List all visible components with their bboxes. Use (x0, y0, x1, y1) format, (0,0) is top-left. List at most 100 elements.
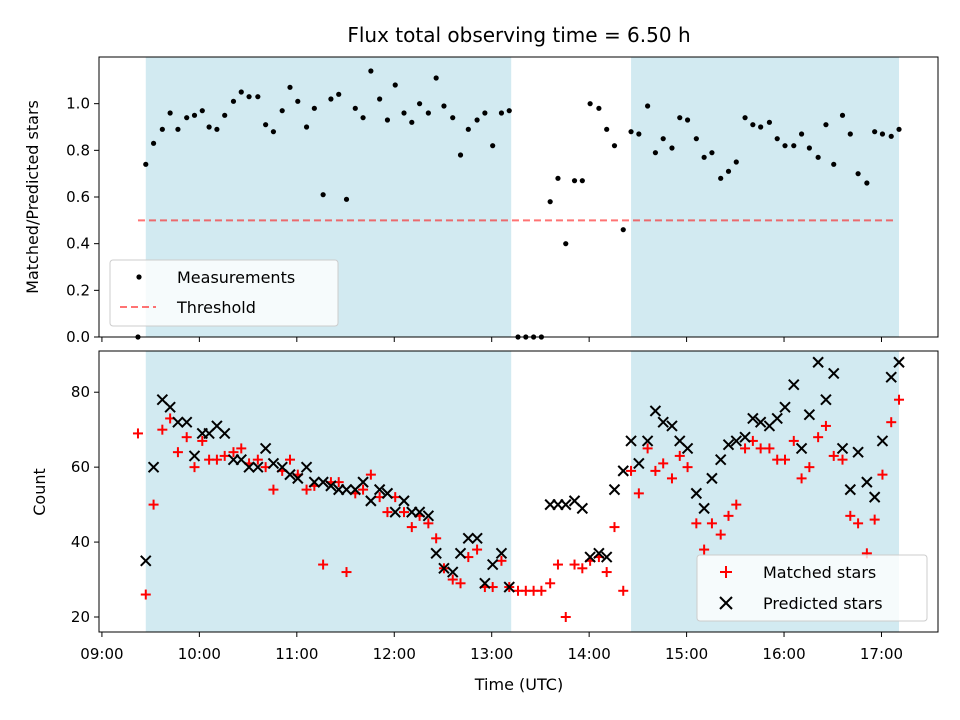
predicted-star-point (430, 547, 442, 560)
predicted-star-point (252, 461, 264, 473)
measurement-point (498, 110, 505, 116)
measurement-point (175, 126, 181, 132)
matched-star-point (382, 507, 393, 518)
predicted-star-point (180, 416, 193, 428)
predicted-star-point (243, 461, 255, 473)
predicted-star-point (422, 510, 435, 522)
matched-star-point (618, 585, 629, 596)
measurement-point (506, 108, 512, 114)
top-y-ticks: 0.0 0.2 0.4 0.6 0.8 1.0 (66, 95, 99, 346)
legend-measurements-label: Measurements (177, 268, 295, 287)
predicted-star-point (803, 408, 816, 421)
matched-star-point (455, 578, 466, 589)
matched-star-point (715, 529, 726, 540)
y-tick-label: 20 (71, 608, 90, 626)
measurement-point (433, 75, 439, 81)
measurement-point (742, 115, 748, 121)
matched-star-point (731, 499, 742, 510)
predicted-star-point (795, 442, 808, 455)
predicted-star-point (560, 498, 572, 511)
x-tick-label: 14:00 (568, 645, 611, 663)
matched-star-point (813, 432, 824, 443)
matched-star-point (132, 428, 143, 439)
measurement-point (766, 119, 773, 125)
x-tick-label: 15:00 (665, 645, 708, 663)
predicted-star-point (188, 450, 201, 462)
predicted-star-point (300, 461, 313, 473)
measurement-point (222, 112, 228, 118)
predicted-star-point (681, 442, 694, 455)
x-tick-label: 13:00 (470, 645, 513, 663)
predicted-star-point (666, 420, 678, 432)
predicted-star-point (325, 480, 337, 492)
measurement-point (311, 105, 317, 111)
measurement-point (579, 178, 585, 184)
matched-star-point (341, 567, 352, 578)
bottom-legend: Matched stars Predicted stars (696, 554, 928, 622)
predicted-star-point (617, 465, 629, 477)
matched-star-point (755, 443, 766, 454)
chart-title: Flux total observing time = 6.50 h (347, 23, 690, 47)
measurement-point (725, 168, 732, 174)
measurement-point (855, 171, 861, 177)
measurement-point (230, 98, 237, 104)
matched-star-point (358, 484, 369, 495)
measurement-point (263, 122, 269, 128)
matched-star-point (853, 518, 864, 529)
measurement-point (287, 84, 293, 90)
measurement-point (782, 143, 788, 149)
matched-star-point (197, 435, 208, 446)
measurement-point (733, 159, 739, 165)
matched-star-point (877, 469, 888, 480)
measurement-point (547, 199, 553, 205)
measurement-point (563, 241, 569, 247)
matched-star-point (706, 518, 717, 529)
matched-star-point (788, 435, 799, 446)
measurement-point (490, 143, 496, 149)
bottom-x-ticks: 09:00 10:00 11:00 12:00 13:00 14:00 15:00 16:00… (80, 632, 903, 663)
measurement-point (368, 68, 374, 74)
x-tick-label: 17:00 (860, 645, 903, 663)
measurement-point (806, 145, 812, 151)
predicted-star-point (861, 476, 873, 488)
predicted-star-point (706, 472, 718, 485)
y-tick-label: 0.4 (66, 235, 90, 253)
matched-star-point (699, 544, 710, 555)
measurement-point (450, 115, 456, 121)
shaded-interval-1 (145, 351, 512, 632)
matched-star-point (181, 432, 192, 443)
predicted-star-point (308, 476, 321, 488)
matched-star-point (691, 518, 702, 529)
matched-star-point (268, 484, 279, 495)
predicted-star-point (739, 431, 751, 443)
matched-star-point (399, 507, 410, 518)
predicted-star-point (576, 502, 589, 515)
measurement-point (604, 126, 610, 132)
matched-star-point (472, 544, 483, 555)
measurement-point (184, 115, 190, 121)
legend-measurements-marker (136, 274, 142, 280)
measurement-point (628, 129, 634, 135)
predicted-star-point (779, 401, 791, 413)
predicted-star-point (600, 551, 613, 563)
measurement-point (482, 110, 488, 116)
measurement-point (718, 175, 724, 181)
predicted-star-point (503, 581, 515, 593)
measurement-point (191, 112, 198, 118)
measurement-point (847, 131, 853, 137)
matched-star-point (837, 454, 848, 465)
predicted-star-point (413, 506, 426, 518)
measurement-point (255, 94, 261, 100)
matched-star-point (284, 454, 295, 465)
measurement-point (839, 112, 846, 118)
predicted-star-point (876, 435, 889, 447)
measurement-point (401, 110, 407, 116)
measurement-point (791, 143, 797, 149)
matched-star-point (626, 465, 637, 476)
legend-threshold-label: Threshold (176, 298, 256, 317)
measurement-point (465, 126, 471, 132)
matched-star-point (431, 533, 442, 544)
measurement-points (135, 68, 902, 340)
y-tick-label: 1.0 (66, 95, 90, 113)
predicted-star-point (714, 453, 727, 466)
